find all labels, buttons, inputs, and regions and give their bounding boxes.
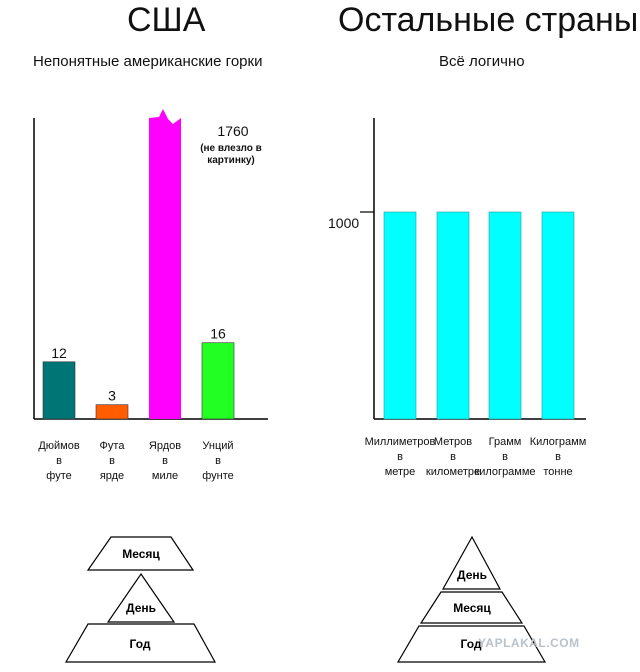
left-bar-value-1: 12 bbox=[51, 345, 67, 361]
left-category-label-4: в bbox=[215, 455, 221, 467]
others-heading: Остальные страны bbox=[338, 1, 639, 39]
right-category-label-3: Грамм bbox=[489, 436, 522, 448]
others-pyramid-day bbox=[441, 535, 502, 590]
others-pyramid-day-label: День bbox=[457, 568, 487, 582]
left-category-label-2: ярде bbox=[100, 470, 124, 482]
right-bar-3 bbox=[488, 211, 522, 420]
left-category-label-1: Дюймов bbox=[38, 440, 80, 452]
others-pyramid-year-label: Год bbox=[461, 637, 482, 651]
usa-pyramid-month bbox=[86, 536, 195, 571]
left-category-label-1: футе bbox=[46, 470, 71, 482]
right-category-label-3: в bbox=[502, 451, 508, 463]
left-category-label-2: в bbox=[109, 455, 115, 467]
watermark-text: YAPLAKAL.COM bbox=[478, 636, 580, 650]
left-bar-value-4: 16 bbox=[210, 326, 226, 342]
right-category-label-3: килограмме bbox=[474, 466, 535, 478]
others-pyramid-year bbox=[396, 625, 547, 663]
right-bar-2 bbox=[436, 211, 470, 420]
right-reference-label: 1000 bbox=[328, 215, 359, 231]
others-subheading: Всё логично bbox=[439, 53, 525, 70]
others-pyramid-month bbox=[419, 591, 524, 624]
right-category-label-4: Килограмм bbox=[530, 436, 587, 448]
left-bar-4 bbox=[201, 342, 235, 420]
right-category-label-4: в bbox=[555, 451, 561, 463]
left-bar-value-3: 1760 bbox=[217, 123, 248, 139]
left-category-label-3: в bbox=[162, 455, 168, 467]
left-category-label-2: Фута bbox=[100, 440, 126, 452]
left-bar-3 bbox=[149, 109, 181, 419]
usa-pyramid-day-label: День bbox=[126, 601, 156, 615]
left-category-label-1: в bbox=[56, 455, 62, 467]
left-category-label-4: фунте bbox=[202, 470, 234, 482]
usa-heading: США bbox=[127, 1, 206, 39]
right-category-label-1: в bbox=[397, 451, 403, 463]
clipped-bar-note: (не влезло в картинку) bbox=[200, 143, 262, 166]
others-pyramid-month-label: Месяц bbox=[453, 601, 491, 615]
usa-pyramid-year-label: Год bbox=[130, 637, 151, 651]
right-category-label-2: в bbox=[450, 451, 456, 463]
right-category-label-2: километре bbox=[426, 466, 480, 478]
right-category-label-2: Метров bbox=[434, 436, 472, 448]
left-bar-value-2: 3 bbox=[108, 388, 116, 404]
usa-pyramid-month-label: Месяц bbox=[122, 547, 160, 561]
usa-pyramid-year bbox=[64, 623, 217, 663]
right-category-label-1: Миллиметров bbox=[365, 436, 436, 448]
left-bar-2 bbox=[95, 404, 129, 420]
left-bar-1 bbox=[42, 361, 76, 420]
right-category-label-4: тонне bbox=[543, 466, 572, 478]
usa-pyramid-day bbox=[106, 572, 176, 623]
right-category-label-1: метре bbox=[385, 466, 416, 478]
usa-subheading: Непонятные американские горки bbox=[33, 53, 263, 70]
left-category-label-3: миле bbox=[152, 470, 178, 482]
right-bar-4 bbox=[541, 211, 575, 420]
left-category-label-4: Унций bbox=[202, 440, 233, 452]
left-category-label-3: Ярдов bbox=[149, 440, 181, 452]
right-bar-1 bbox=[383, 211, 417, 420]
